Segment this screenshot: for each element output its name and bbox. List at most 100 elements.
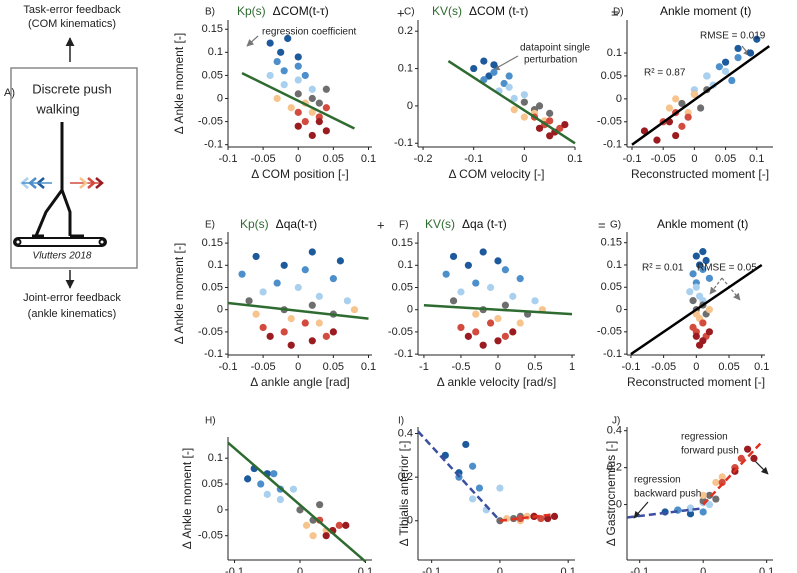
data-point (257, 480, 265, 488)
data-point (266, 332, 274, 340)
panel-title: Kp(s) ΔCOM(t-τ) (237, 4, 329, 18)
data-point (692, 283, 700, 291)
y-tick-label: 0 (616, 93, 622, 105)
y-tick-label: 0 (217, 504, 223, 516)
data-point (490, 61, 498, 69)
data-point (699, 265, 707, 274)
y-tick-label: -0.1 (204, 139, 223, 151)
y-tick-label: 0.15 (202, 23, 223, 35)
data-point (287, 314, 295, 323)
data-point (510, 94, 518, 103)
regression-line (227, 441, 367, 563)
data-point (479, 248, 487, 256)
y-tick-label: 0.05 (202, 281, 223, 293)
x-tick-label: 0.1 (749, 153, 764, 165)
x-tick-label: 0 (295, 153, 301, 165)
data-point (464, 332, 472, 340)
x-tick-label: -0.1 (630, 566, 649, 573)
data-point (263, 490, 271, 498)
x-tick-label: 0.05 (718, 361, 739, 373)
panel-label: H) (205, 416, 216, 427)
y-tick-label: -0.05 (198, 116, 223, 128)
data-point (697, 104, 705, 112)
y-tick-label: -0.05 (198, 530, 223, 542)
data-point (520, 113, 528, 121)
panel-label: F) (399, 220, 408, 231)
panel: 0.40.2-0-0.100.1I)Δ COM velocity [-]Δ Ti… (397, 416, 576, 573)
diagram-box (10, 67, 138, 269)
data-point (276, 495, 284, 504)
x-tick-label: -0.05 (651, 153, 676, 165)
data-point (690, 90, 698, 98)
annotation: RMSE = 0.019 (700, 31, 766, 42)
data-point (750, 454, 758, 463)
data-point (728, 76, 736, 85)
x-tick-label: 0.1 (361, 361, 376, 373)
annotation: R² = 0.01 (642, 263, 684, 274)
title-part: KV(s) (425, 217, 455, 231)
panel: 0.15 0.1 0.05 0 -0.05 -0.1 -0.1 -0.05 0 0.05 0.1 B)… (172, 4, 376, 181)
y-tick-label: 0.2 (398, 471, 413, 483)
data-point (457, 323, 465, 332)
y-tick-label: 0.05 (392, 281, 413, 293)
data-point (494, 257, 502, 265)
data-point (672, 131, 680, 140)
data-point (309, 532, 317, 540)
x-tick-label: 0 (495, 361, 501, 373)
data-point (335, 521, 343, 529)
y-tick-label: 0.05 (601, 281, 622, 293)
panel-title: Ankle moment (t) (657, 217, 748, 231)
data-point (672, 95, 680, 103)
data-point (442, 270, 450, 278)
x-tick-label: 0 (497, 566, 503, 573)
data-point (486, 319, 495, 327)
y-tick-label: 0 (217, 92, 223, 104)
data-point (336, 257, 344, 265)
y-tick-label: 0 (407, 100, 413, 112)
data-point (329, 328, 337, 336)
data-point (535, 102, 544, 110)
y-axis-label: Δ Ankle moment [-] (172, 33, 186, 134)
top-text: (COM kinematics) (28, 18, 116, 30)
data-point (686, 288, 694, 296)
data-point (703, 72, 711, 80)
panel: 0.15 0.1 0.05 0 -0.05 -0.1-0.1 -0.05 0 0.05 0.1 E)… (172, 217, 376, 389)
data-point (689, 297, 697, 305)
y-tick-label: 0.1 (208, 259, 223, 271)
data-point (252, 252, 260, 261)
data-point (546, 109, 554, 117)
data-point (705, 305, 714, 314)
data-point (546, 132, 554, 140)
y-tick-label: -0 (612, 498, 622, 510)
data-point (315, 118, 323, 126)
data-point (287, 104, 295, 112)
data-point (516, 319, 524, 327)
data-point (280, 328, 288, 336)
x-tick-label: 0.05 (323, 153, 344, 165)
data-point (734, 53, 742, 62)
x-tick-label: 0.1 (361, 153, 376, 165)
diagram-title: walking (35, 101, 79, 116)
data-point (490, 68, 498, 76)
x-tick-label: -0.1 (623, 153, 642, 165)
panel: 0.15 0.1 0.05 0 -0.05 -0.1 -1 -0.5 0 0.5 1 F) KV(s) Δ… (377, 217, 575, 389)
data-point (689, 270, 697, 278)
data-point (505, 83, 513, 91)
data-point (280, 261, 288, 269)
data-point (705, 274, 714, 282)
regression-line (447, 60, 576, 145)
x-tick-label: 0.1 (561, 566, 576, 573)
x-tick-label: 0.1 (759, 566, 774, 573)
y-tick-label: -0.1 (603, 348, 622, 360)
data-point (294, 283, 302, 292)
data-point (350, 306, 359, 314)
panel-label: G) (610, 220, 621, 231)
data-point (494, 337, 502, 345)
y-axis-label: Δ Ankle moment [-] (172, 243, 186, 344)
top-text: Task-error feedback (23, 4, 121, 16)
operator: = (598, 217, 606, 232)
x-tick-label: -0.05 (651, 361, 676, 373)
data-point (315, 319, 323, 327)
data-point (686, 504, 695, 512)
